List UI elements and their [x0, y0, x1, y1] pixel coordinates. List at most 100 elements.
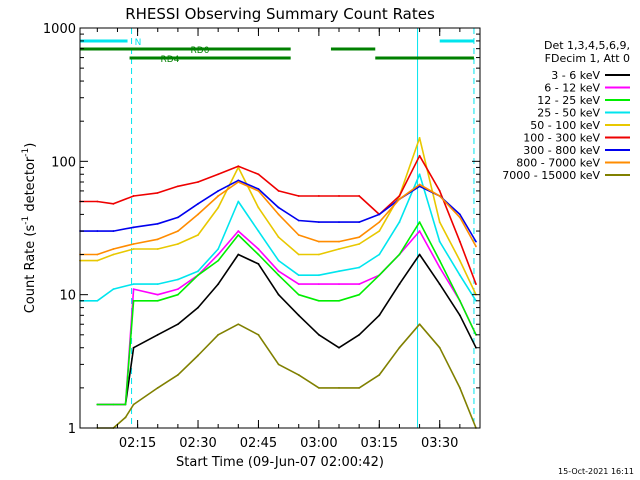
- data-point: [398, 198, 401, 201]
- data-point: [398, 346, 401, 349]
- series-line: [97, 323, 477, 429]
- data-point: [358, 243, 361, 245]
- data-point: [277, 259, 280, 262]
- data-point: [338, 299, 340, 302]
- data-point: [112, 248, 115, 250]
- data-point: [358, 266, 361, 269]
- x-tick-label: 03:00: [300, 436, 337, 451]
- data-point: [112, 230, 115, 232]
- data-point: [338, 283, 340, 286]
- data-point: [277, 270, 280, 273]
- x-tick-label: 02:30: [179, 436, 216, 451]
- legend-label: 3 - 6 keV: [551, 69, 600, 82]
- data-point: [217, 259, 220, 262]
- data-point: [156, 333, 159, 336]
- data-point: [132, 248, 135, 250]
- data-point: [237, 179, 240, 182]
- data-point: [378, 274, 381, 277]
- legend-label: 100 - 300 keV: [523, 132, 600, 145]
- data-point: [132, 403, 135, 406]
- data-point: [257, 248, 260, 250]
- data-point: [458, 274, 461, 277]
- data-point: [124, 403, 127, 406]
- data-point: [112, 403, 115, 406]
- data-point: [458, 213, 461, 216]
- data-point: [156, 248, 159, 250]
- data-point: [398, 283, 401, 286]
- data-point: [176, 243, 179, 245]
- data-point: [438, 266, 441, 269]
- data-point: [96, 299, 99, 302]
- legend-label: 300 - 800 keV: [523, 144, 600, 157]
- y-tick-label: 10: [59, 289, 76, 304]
- data-point: [96, 259, 99, 262]
- data-point: [438, 283, 441, 286]
- data-point: [338, 346, 340, 349]
- data-point: [458, 216, 461, 219]
- data-point: [317, 240, 320, 243]
- data-point: [217, 206, 220, 209]
- data-point: [418, 221, 421, 224]
- data-point: [338, 386, 340, 389]
- data-point: [96, 200, 99, 203]
- data-point: [297, 234, 300, 236]
- legend-label: 800 - 7000 keV: [516, 157, 600, 170]
- data-point: [317, 333, 320, 336]
- data-point: [156, 299, 159, 302]
- data-point: [217, 253, 220, 256]
- legend-label: 7000 - 15000 keV: [502, 169, 600, 182]
- x-tick-label: 02:15: [119, 436, 156, 451]
- data-point: [418, 253, 421, 256]
- data-point: [458, 386, 461, 389]
- data-point: [237, 165, 240, 168]
- data-point: [197, 270, 199, 273]
- data-point: [176, 293, 179, 296]
- data-point: [297, 195, 300, 197]
- data-point: [358, 236, 361, 239]
- data-point: [257, 230, 260, 232]
- data-point: [96, 403, 99, 406]
- data-point: [132, 243, 135, 245]
- data-point: [156, 191, 159, 194]
- y-tick-label: 100: [51, 155, 76, 170]
- data-point: [257, 333, 260, 336]
- data-point: [197, 274, 199, 277]
- x-axis-label: Start Time (09-Jun-07 02:00:42): [176, 455, 384, 470]
- data-point: [176, 230, 179, 232]
- data-point: [358, 221, 361, 224]
- data-point: [438, 195, 441, 197]
- data-point: [378, 253, 381, 256]
- data-point: [132, 288, 135, 291]
- data-point: [156, 293, 159, 296]
- data-point: [358, 195, 361, 197]
- data-point: [418, 230, 421, 232]
- data-point: [277, 213, 280, 216]
- data-point: [297, 374, 300, 376]
- data-point: [358, 386, 361, 389]
- data-point: [297, 274, 300, 277]
- legend-label: 25 - 50 keV: [537, 107, 600, 120]
- data-point: [156, 283, 159, 286]
- data-point: [475, 245, 477, 248]
- flag-label: N: [135, 38, 142, 48]
- data-point: [475, 240, 477, 243]
- data-point: [418, 173, 421, 176]
- data-point: [257, 206, 260, 209]
- data-point: [176, 278, 179, 281]
- data-point: [438, 190, 441, 192]
- data-point: [237, 200, 240, 203]
- y-axis-label: Count Rate (s-1 detector-1): [21, 143, 38, 314]
- flag-label: RD4: [161, 55, 180, 65]
- data-point: [378, 230, 381, 232]
- data-point: [176, 323, 179, 326]
- data-point: [217, 333, 220, 336]
- data-point: [277, 274, 280, 277]
- data-point: [338, 240, 340, 243]
- data-point: [297, 253, 300, 256]
- data-point: [438, 346, 441, 349]
- chart-title: RHESSI Observing Summary Count Rates: [125, 5, 435, 23]
- data-point: [197, 234, 199, 236]
- data-point: [237, 181, 240, 183]
- data-point: [458, 240, 461, 243]
- data-point: [257, 263, 260, 265]
